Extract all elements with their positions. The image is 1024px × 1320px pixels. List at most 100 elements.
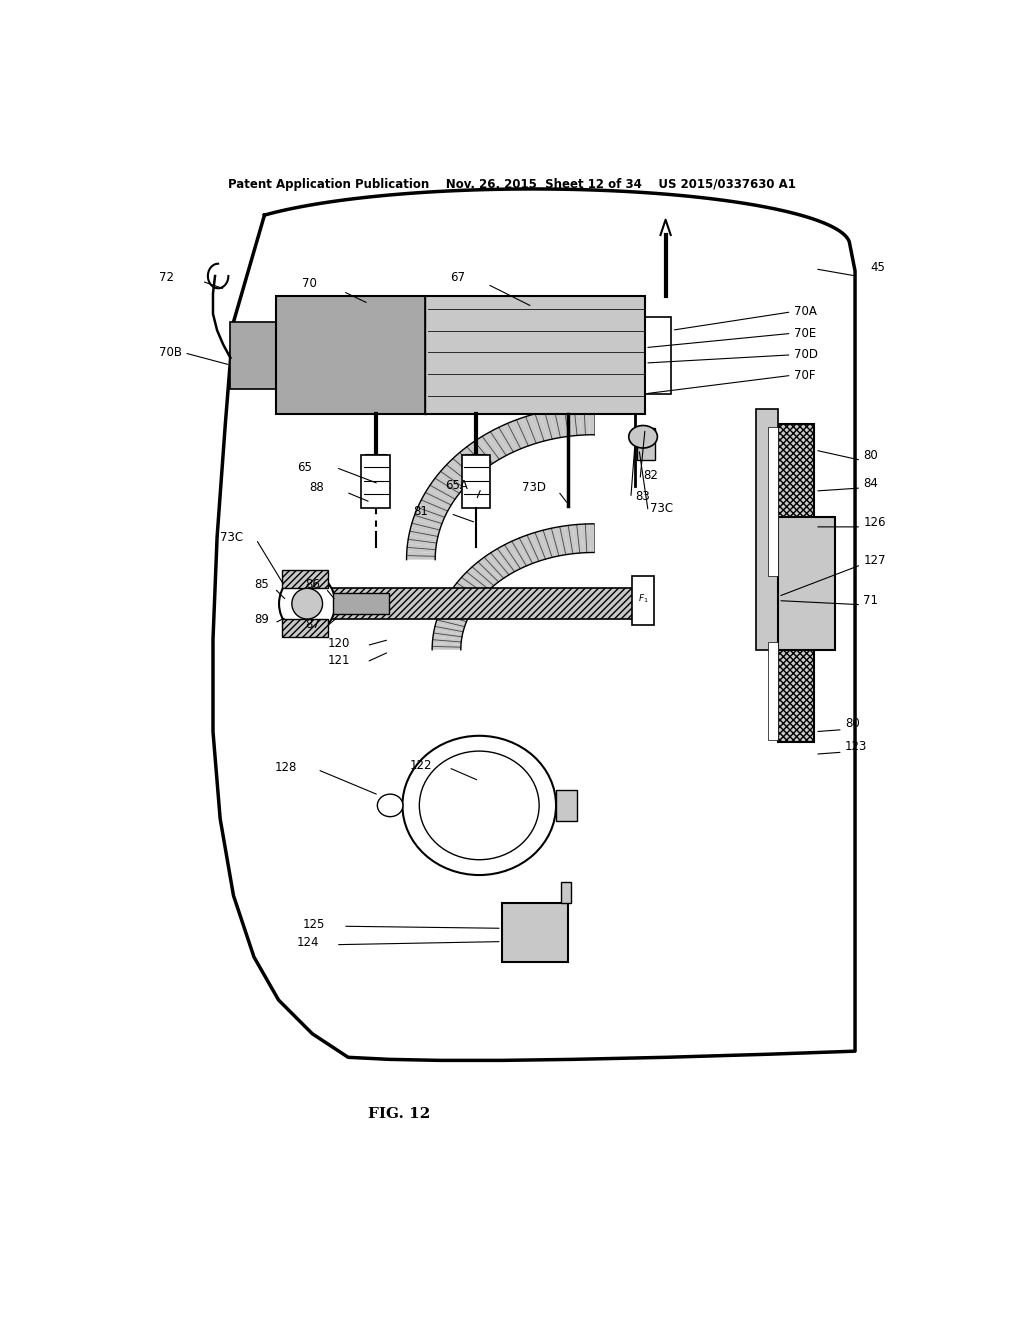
- Polygon shape: [428, 486, 455, 502]
- Polygon shape: [550, 409, 560, 438]
- Polygon shape: [508, 541, 526, 568]
- Bar: [462, 455, 490, 508]
- Polygon shape: [519, 536, 536, 564]
- Polygon shape: [551, 528, 562, 556]
- Text: 70E: 70E: [794, 327, 816, 339]
- Polygon shape: [450, 458, 474, 480]
- Polygon shape: [581, 524, 587, 553]
- Polygon shape: [568, 525, 577, 553]
- Polygon shape: [416, 508, 444, 520]
- Text: 67: 67: [451, 271, 466, 284]
- Polygon shape: [433, 634, 462, 639]
- Text: 124: 124: [297, 936, 319, 949]
- Ellipse shape: [279, 573, 336, 635]
- Polygon shape: [434, 627, 463, 635]
- Polygon shape: [446, 462, 472, 483]
- Polygon shape: [495, 428, 513, 454]
- Polygon shape: [407, 552, 435, 556]
- Polygon shape: [438, 614, 467, 624]
- Text: 65: 65: [297, 461, 312, 474]
- Polygon shape: [543, 529, 555, 557]
- Polygon shape: [464, 572, 489, 591]
- Polygon shape: [501, 545, 520, 570]
- Bar: [768, 642, 778, 741]
- Bar: [756, 409, 778, 649]
- Polygon shape: [474, 438, 496, 463]
- Polygon shape: [421, 496, 450, 511]
- Polygon shape: [459, 577, 485, 597]
- Polygon shape: [547, 528, 559, 557]
- Bar: [328, 589, 650, 619]
- Polygon shape: [467, 569, 492, 590]
- Polygon shape: [467, 444, 489, 467]
- Polygon shape: [475, 562, 499, 583]
- Bar: [361, 455, 390, 508]
- Polygon shape: [490, 550, 512, 576]
- Text: 80: 80: [845, 717, 859, 730]
- Polygon shape: [409, 535, 437, 543]
- Polygon shape: [432, 647, 461, 649]
- Polygon shape: [574, 407, 582, 436]
- Text: 127: 127: [863, 554, 886, 568]
- Polygon shape: [482, 434, 503, 459]
- Text: 45: 45: [870, 261, 886, 275]
- Ellipse shape: [377, 795, 403, 817]
- Polygon shape: [457, 453, 480, 475]
- Bar: [778, 639, 814, 742]
- Polygon shape: [478, 560, 501, 582]
- Polygon shape: [472, 565, 496, 586]
- Polygon shape: [455, 583, 481, 601]
- Polygon shape: [525, 416, 540, 444]
- Bar: [778, 425, 814, 578]
- Polygon shape: [556, 527, 566, 556]
- Polygon shape: [579, 407, 586, 436]
- Polygon shape: [584, 407, 590, 434]
- Polygon shape: [411, 523, 439, 533]
- Polygon shape: [559, 408, 568, 437]
- Polygon shape: [449, 591, 476, 607]
- Polygon shape: [433, 630, 463, 636]
- Polygon shape: [451, 589, 477, 605]
- Text: 80: 80: [863, 449, 878, 462]
- Polygon shape: [515, 539, 532, 565]
- Polygon shape: [420, 500, 447, 515]
- Bar: [502, 903, 568, 962]
- Bar: [778, 516, 835, 649]
- Polygon shape: [540, 412, 552, 440]
- Polygon shape: [457, 579, 483, 598]
- Polygon shape: [444, 598, 473, 612]
- Polygon shape: [407, 548, 435, 553]
- Polygon shape: [539, 531, 552, 558]
- Text: 126: 126: [863, 516, 886, 529]
- Polygon shape: [435, 623, 464, 632]
- Bar: [632, 576, 654, 626]
- Polygon shape: [438, 471, 464, 491]
- Polygon shape: [521, 417, 537, 445]
- Polygon shape: [481, 557, 504, 579]
- Polygon shape: [554, 409, 564, 437]
- Bar: [276, 297, 645, 414]
- Polygon shape: [412, 519, 440, 531]
- Bar: [230, 322, 276, 388]
- Polygon shape: [432, 643, 461, 647]
- Polygon shape: [407, 556, 435, 560]
- Polygon shape: [418, 504, 446, 517]
- Polygon shape: [487, 553, 509, 577]
- Polygon shape: [499, 425, 517, 451]
- Polygon shape: [432, 640, 461, 644]
- Polygon shape: [503, 424, 521, 450]
- Text: 70F: 70F: [794, 368, 815, 381]
- Polygon shape: [516, 418, 532, 446]
- Text: 70D: 70D: [794, 348, 817, 362]
- Polygon shape: [523, 535, 539, 562]
- Polygon shape: [439, 610, 468, 622]
- Ellipse shape: [292, 589, 323, 619]
- Polygon shape: [425, 488, 453, 506]
- Polygon shape: [560, 525, 569, 554]
- Polygon shape: [572, 524, 580, 553]
- Bar: [425, 297, 645, 414]
- Polygon shape: [440, 607, 469, 619]
- Polygon shape: [531, 532, 546, 560]
- Polygon shape: [486, 432, 506, 458]
- Text: 73C: 73C: [220, 531, 244, 544]
